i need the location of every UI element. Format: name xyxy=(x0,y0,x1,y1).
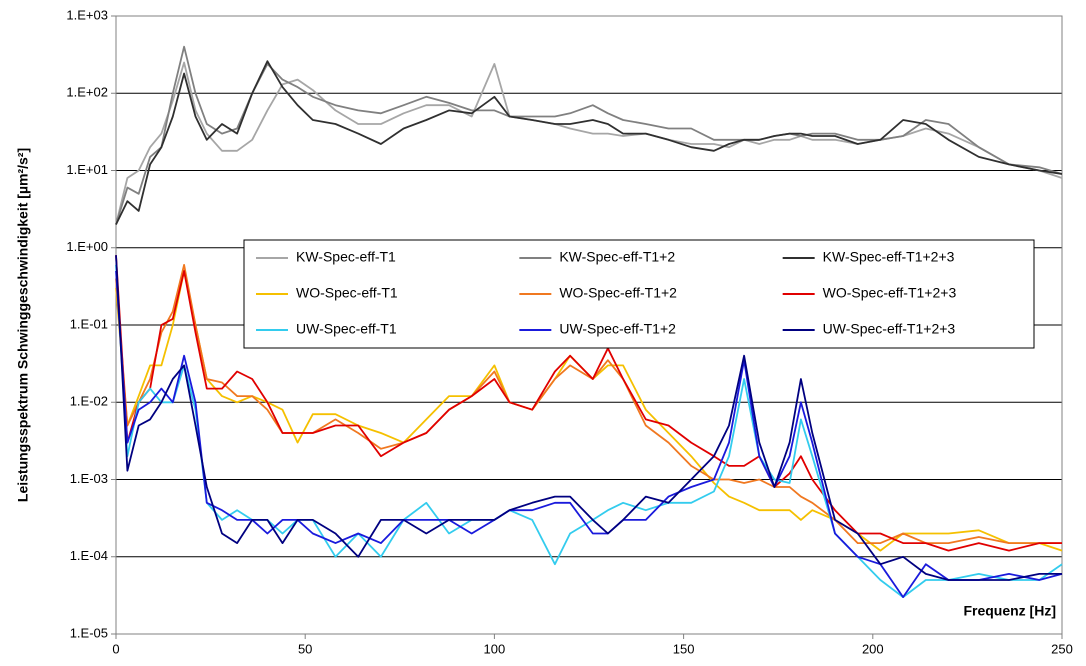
y-tick-label: 1.E+02 xyxy=(66,85,108,100)
y-tick-label: 1.E+00 xyxy=(66,239,108,254)
legend-label: KW-Spec-eff-T1 xyxy=(296,249,396,265)
series-line xyxy=(115,264,1062,544)
y-axis-label: Leistungsspektrum Schwinggeschwindigkeit… xyxy=(15,148,31,502)
series-line xyxy=(115,255,1062,552)
legend-box xyxy=(243,239,1035,349)
series-line xyxy=(115,255,1062,581)
y-tick-label: 1.E-04 xyxy=(70,548,108,563)
legend-label: WO-Spec-eff-T1+2+3 xyxy=(823,285,957,301)
legend-label: UW-Spec-eff-T1 xyxy=(296,321,397,337)
y-tick-label: 1.E-02 xyxy=(70,394,108,409)
legend-label: KW-Spec-eff-T1+2 xyxy=(559,249,675,265)
x-tick-label: 50 xyxy=(298,641,312,656)
series-line xyxy=(115,270,1063,598)
series-line xyxy=(115,45,1063,225)
legend-label: WO-Spec-eff-T1+2 xyxy=(559,285,677,301)
legend-label: UW-Spec-eff-T1+2 xyxy=(559,321,676,337)
x-tick-label: 150 xyxy=(673,641,695,656)
y-tick-label: 1.E+01 xyxy=(66,162,108,177)
series-line xyxy=(115,60,1063,225)
plot-border xyxy=(115,15,1063,635)
legend-label: UW-Spec-eff-T1+2+3 xyxy=(823,321,956,337)
x-tick-label: 0 xyxy=(112,641,119,656)
x-tick-label: 100 xyxy=(484,641,506,656)
y-tick-label: 1.E-03 xyxy=(70,471,108,486)
y-tick-label: 1.E-05 xyxy=(70,625,108,640)
y-tick-label: 1.E-01 xyxy=(70,316,108,331)
x-axis-label: Frequenz [Hz] xyxy=(963,603,1056,619)
series-line xyxy=(115,61,1063,225)
legend-label: WO-Spec-eff-T1 xyxy=(296,285,398,301)
legend: KW-Spec-eff-T1 KW-Spec-eff-T1+2 KW-Spec-ef… xyxy=(243,239,1035,349)
legend-label: KW-Spec-eff-T1+2+3 xyxy=(823,249,955,265)
y-tick-label: 1.E+03 xyxy=(66,7,108,22)
x-tick-label: 200 xyxy=(862,641,884,656)
x-tick-label: 250 xyxy=(1051,641,1073,656)
